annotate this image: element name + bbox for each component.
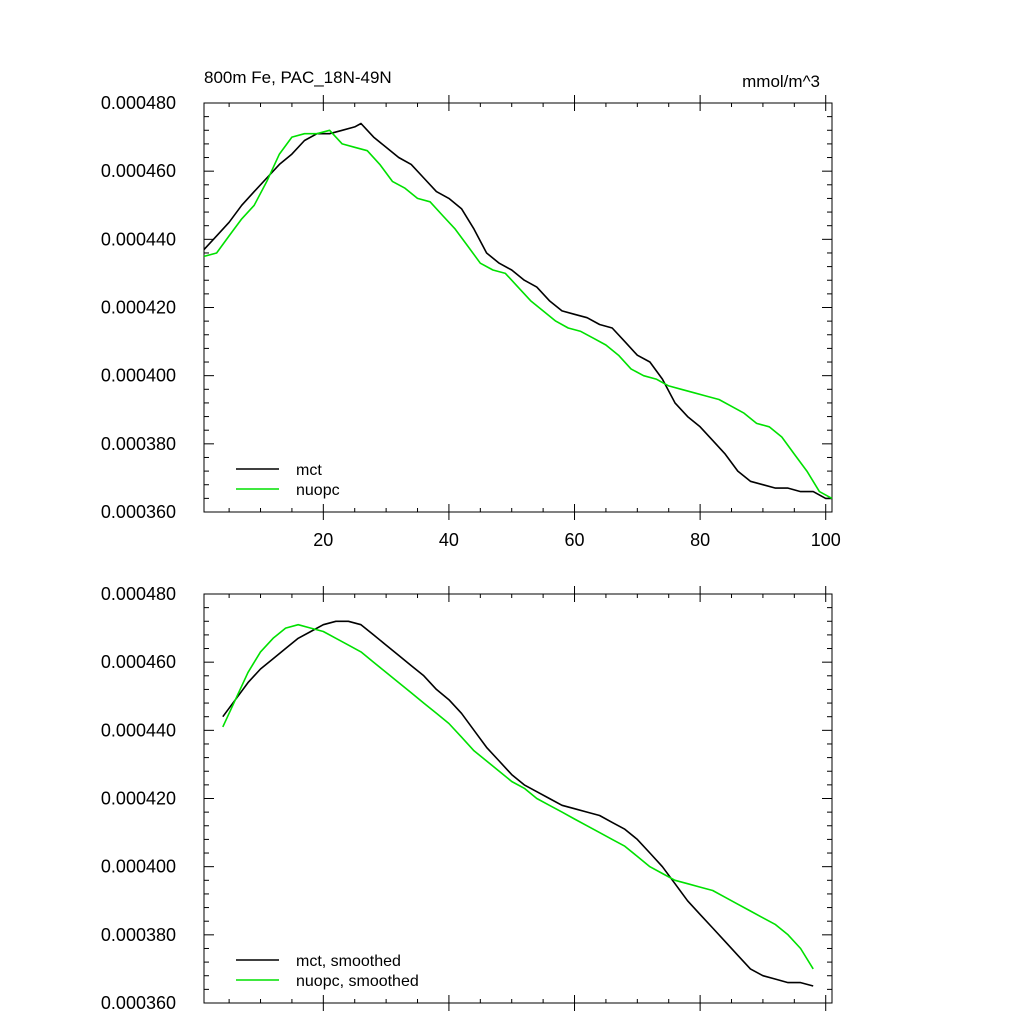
top-panel: 800m Fe, PAC_18N-49N mmol/m^3 20 40 60 80 10… xyxy=(101,68,841,550)
y-tick-label: 0.000380 xyxy=(101,434,176,454)
y-tick-label: 0.000380 xyxy=(101,925,176,945)
series-line-nuopc-smoothed xyxy=(222,623,814,970)
y-tick-label: 0.000420 xyxy=(101,789,176,809)
y-tick-label: 0.000360 xyxy=(101,993,176,1013)
bottom-plot-area: 0.000360 0.000380 0.000400 0.000420 0.000440… xyxy=(101,584,833,1013)
legend-label: nuopc xyxy=(296,482,340,499)
x-tick-label: 60 xyxy=(565,530,585,550)
chart-title: 800m Fe, PAC_18N-49N xyxy=(204,68,392,87)
x-tick-label: 80 xyxy=(690,530,710,550)
y-tick-label: 0.000400 xyxy=(101,366,176,386)
y-tick-label: 0.000460 xyxy=(101,161,176,181)
x-tick-label: 100 xyxy=(811,530,841,550)
legend-label: mct, smoothed xyxy=(296,953,401,970)
y-tick-label: 0.000420 xyxy=(101,298,176,318)
y-tick-label: 0.000440 xyxy=(101,720,176,740)
y-tick-label: 0.000480 xyxy=(101,93,176,113)
legend-label: nuopc, smoothed xyxy=(296,973,419,990)
x-tick-label: 40 xyxy=(439,530,459,550)
top-plot-area: 20 40 60 80 100 0.000360 0.000380 0.000400 0.000… xyxy=(101,93,841,550)
y-tick-label: 0.000460 xyxy=(101,652,176,672)
series-line-mct xyxy=(203,122,832,500)
bottom-panel: 0.000360 0.000380 0.000400 0.000420 0.000440… xyxy=(101,584,833,1013)
y-tick-label: 0.000480 xyxy=(101,584,176,604)
legend-label: mct xyxy=(296,462,322,479)
y-tick-label: 0.000400 xyxy=(101,857,176,877)
y-tick-label: 0.000360 xyxy=(101,502,176,522)
series-line-mct-smoothed xyxy=(222,620,814,987)
x-tick-label: 20 xyxy=(313,530,333,550)
y-tick-label: 0.000440 xyxy=(101,229,176,249)
series-line-nuopc xyxy=(203,129,833,500)
units-label: mmol/m^3 xyxy=(742,72,820,91)
